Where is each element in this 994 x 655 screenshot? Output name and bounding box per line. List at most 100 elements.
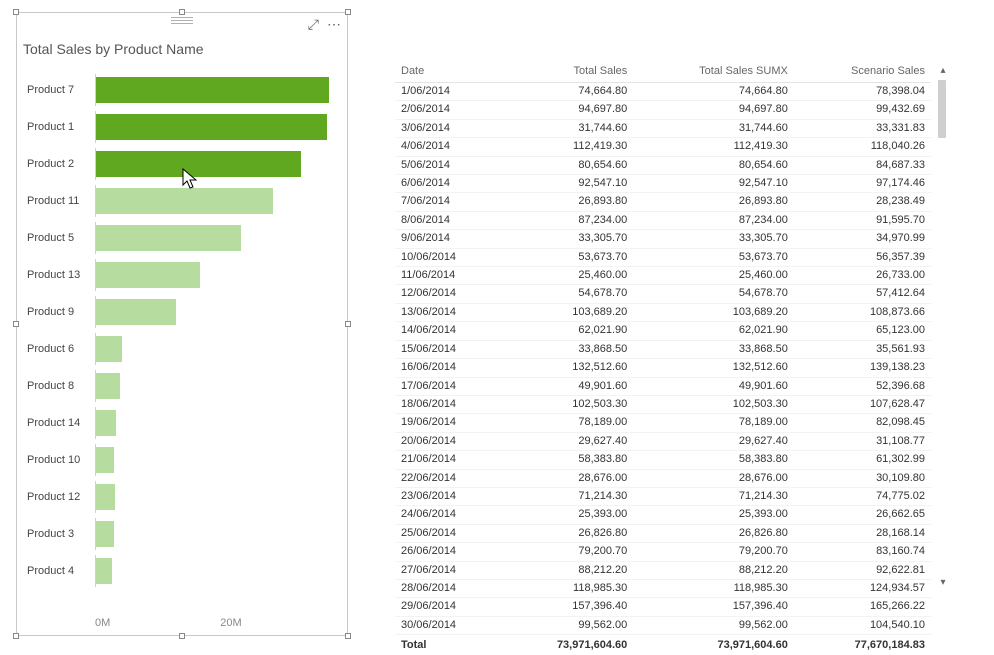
bar-track[interactable] [95,296,337,328]
col-total-sales-sumx[interactable]: Total Sales SUMX [633,62,794,83]
table-row[interactable]: 12/06/201454,678.7054,678.7057,412.64 [395,285,931,303]
bar-track[interactable] [95,185,337,217]
bar-track[interactable] [95,444,337,476]
bar-track[interactable] [95,555,337,587]
table-row[interactable]: 27/06/201488,212.2088,212.2092,622.81 [395,561,931,579]
resize-handle[interactable] [345,9,351,15]
bar-fill[interactable] [96,225,241,251]
bar-row[interactable]: Product 13 [27,256,337,293]
table-row[interactable]: 9/06/201433,305.7033,305.7034,970.99 [395,230,931,248]
table-row[interactable]: 3/06/201431,744.6031,744.6033,331.83 [395,119,931,137]
bar-fill[interactable] [96,373,120,399]
table-row[interactable]: 2/06/201494,697.8094,697.8099,432.69 [395,101,931,119]
table-row[interactable]: 7/06/201426,893.8026,893.8028,238.49 [395,193,931,211]
bar-fill[interactable] [96,410,116,436]
bar-fill[interactable] [96,151,301,177]
table-row[interactable]: 10/06/201453,673.7053,673.7056,357.39 [395,248,931,266]
bar-track[interactable] [95,407,337,439]
scroll-thumb[interactable] [938,80,946,138]
bar-fill[interactable] [96,77,329,103]
bar-fill[interactable] [96,299,176,325]
table-row[interactable]: 20/06/201429,627.4029,627.4031,108.77 [395,432,931,450]
bar-track[interactable] [95,370,337,402]
table-cell: 31,744.60 [502,119,633,137]
table-row[interactable]: 21/06/201458,383.8058,383.8061,302.99 [395,451,931,469]
bar-fill[interactable] [96,558,112,584]
table-cell: 12/06/2014 [395,285,502,303]
bar-row[interactable]: Product 14 [27,404,337,441]
table-cell: 17/06/2014 [395,377,502,395]
resize-handle[interactable] [179,9,185,15]
bar-row[interactable]: Product 9 [27,293,337,330]
bar-track[interactable] [95,518,337,550]
bar-track[interactable] [95,481,337,513]
table-row[interactable]: 29/06/2014157,396.40157,396.40165,266.22 [395,598,931,616]
bar-fill[interactable] [96,262,200,288]
resize-handle[interactable] [13,633,19,639]
bar-row[interactable]: Product 11 [27,182,337,219]
resize-handle[interactable] [179,633,185,639]
bar-fill[interactable] [96,188,273,214]
table-row[interactable]: 24/06/201425,393.0025,393.0026,662.65 [395,506,931,524]
resize-handle[interactable] [13,321,19,327]
table-row[interactable]: 22/06/201428,676.0028,676.0030,109.80 [395,469,931,487]
drag-handle-icon[interactable] [171,17,193,25]
bar-chart[interactable]: Product 7Product 1Product 2Product 11Pro… [27,71,337,607]
resize-handle[interactable] [13,9,19,15]
table-row[interactable]: 15/06/201433,868.5033,868.5035,561.93 [395,340,931,358]
table-row[interactable]: 28/06/2014118,985.30118,985.30124,934.57 [395,579,931,597]
bar-fill[interactable] [96,336,122,362]
focus-mode-icon[interactable]: ⤢ [308,17,319,31]
bar-fill[interactable] [96,447,114,473]
table-row[interactable]: 16/06/2014132,512.60132,512.60139,138.23 [395,359,931,377]
col-date[interactable]: Date [395,62,502,83]
bar-track[interactable] [95,111,337,143]
bar-row[interactable]: Product 6 [27,330,337,367]
scrollbar[interactable]: ▴ ▾ [935,62,951,590]
resize-handle[interactable] [345,321,351,327]
scroll-down-icon[interactable]: ▾ [935,574,951,590]
bar-row[interactable]: Product 4 [27,552,337,589]
table-row[interactable]: 6/06/201492,547.1092,547.1097,174.46 [395,175,931,193]
bar-row[interactable]: Product 7 [27,71,337,108]
col-total-sales[interactable]: Total Sales [502,62,633,83]
bar-track[interactable] [95,259,337,291]
bar-row[interactable]: Product 12 [27,478,337,515]
table-row[interactable]: 14/06/201462,021.9062,021.9065,123.00 [395,322,931,340]
bar-track[interactable] [95,333,337,365]
table-row[interactable]: 4/06/2014112,419.30112,419.30118,040.26 [395,138,931,156]
table-row[interactable]: 25/06/201426,826.8026,826.8028,168.14 [395,524,931,542]
table-row[interactable]: 30/06/201499,562.0099,562.00104,540.10 [395,616,931,634]
table-row[interactable]: 1/06/201474,664.8074,664.8078,398.04 [395,83,931,101]
bar-row[interactable]: Product 5 [27,219,337,256]
resize-handle[interactable] [345,633,351,639]
table-row[interactable]: 26/06/201479,200.7079,200.7083,160.74 [395,543,931,561]
more-options-icon[interactable]: ⋯ [327,17,341,31]
table-row[interactable]: 23/06/201471,214.3071,214.3074,775.02 [395,487,931,505]
bar-track[interactable] [95,148,337,180]
bar-row[interactable]: Product 2 [27,145,337,182]
table-row[interactable]: 11/06/201425,460.0025,460.0026,733.00 [395,267,931,285]
table-cell: 112,419.30 [502,138,633,156]
table-row[interactable]: 17/06/201449,901.6049,901.6052,396.68 [395,377,931,395]
table-row[interactable]: 19/06/201478,189.0078,189.0082,098.45 [395,414,931,432]
table-cell: 29,627.40 [633,432,794,450]
table-cell: 79,200.70 [502,543,633,561]
bar-fill[interactable] [96,484,115,510]
table-row[interactable]: 13/06/2014103,689.20103,689.20108,873.66 [395,303,931,321]
table-row[interactable]: 18/06/2014102,503.30102,503.30107,628.47 [395,395,931,413]
bar-row[interactable]: Product 8 [27,367,337,404]
table-visual-container[interactable]: Date Total Sales Total Sales SUMX Scenar… [395,62,951,590]
chart-visual-container[interactable]: ⤢ ⋯ Total Sales by Product Name Product … [16,12,348,636]
scroll-up-icon[interactable]: ▴ [935,62,951,78]
col-scenario-sales[interactable]: Scenario Sales [794,62,931,83]
bar-fill[interactable] [96,521,114,547]
bar-track[interactable] [95,222,337,254]
bar-track[interactable] [95,74,337,106]
table-row[interactable]: 8/06/201487,234.0087,234.0091,595.70 [395,211,931,229]
table-row[interactable]: 5/06/201480,654.6080,654.6084,687.33 [395,156,931,174]
bar-row[interactable]: Product 10 [27,441,337,478]
bar-row[interactable]: Product 1 [27,108,337,145]
bar-fill[interactable] [96,114,327,140]
bar-row[interactable]: Product 3 [27,515,337,552]
